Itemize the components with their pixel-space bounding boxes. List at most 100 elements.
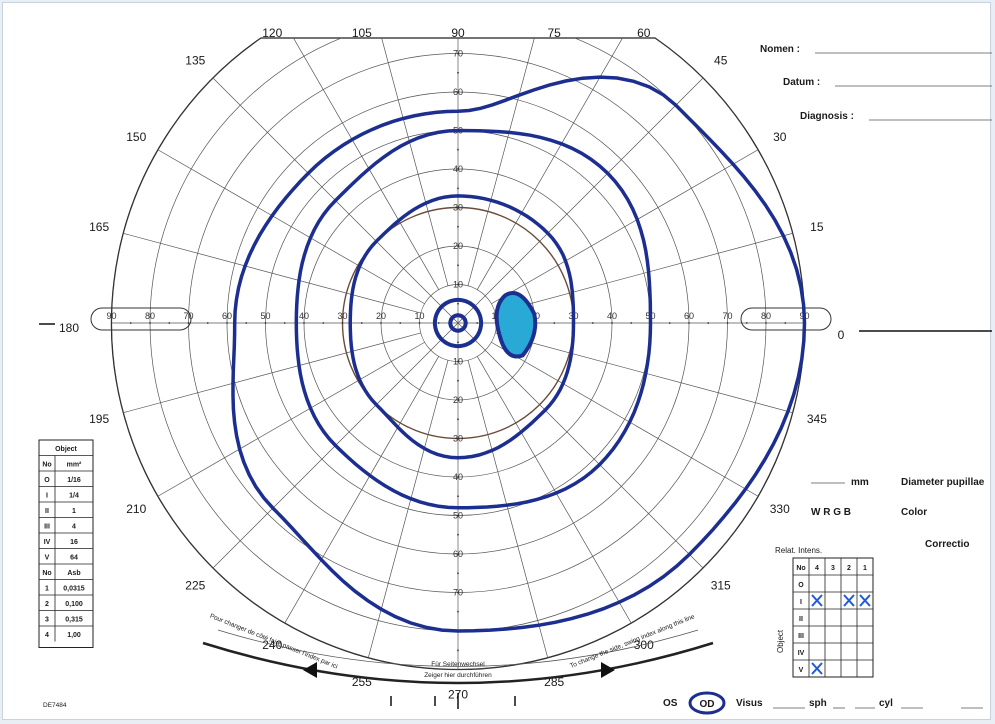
meridian-line [141,139,425,305]
nomen-label: Nomen : [760,44,800,55]
mm-label: mm [851,477,869,488]
datum-label: Datum : [783,77,820,88]
meridian-label-15: 15 [810,220,824,234]
scale-dot [457,379,459,382]
eccentricity-label-180-50: 50 [260,311,270,321]
eccentricity-label-180-70: 70 [183,311,193,321]
asb-header-value: Asb [67,570,80,577]
scale-dot [457,495,459,498]
scale-dot [457,264,459,267]
relat-col-No: No [796,565,805,572]
scale-dot [707,322,710,324]
relat-col-3: 3 [831,565,835,572]
scale-dot [457,514,459,517]
eccentricity-label-180-60: 60 [222,311,232,321]
os-label: OS [663,698,678,709]
eccentricity-label-180-30: 30 [337,311,347,321]
od-circle[interactable] [688,691,726,715]
asb-row-1-key: 2 [45,601,49,608]
relat-check-mark[interactable] [843,594,855,607]
visus-label: Visus [736,698,763,709]
eccentricity-label-270-50: 50 [453,511,463,521]
meridian-line [111,332,421,419]
relat-check-mark[interactable] [859,594,871,607]
relat-row-IV: IV [798,650,805,657]
scale-dot [457,168,459,170]
meridian-label-315: 315 [711,579,731,593]
relat-check-mark[interactable] [811,594,823,607]
eccentricity-label-90-40: 40 [453,164,463,174]
meridian-label-90: 90 [451,26,465,40]
meridian-label-195: 195 [89,412,109,426]
meridian-label-165: 165 [89,220,109,234]
asb-row-2-key: 3 [45,617,49,624]
scale-dot [129,322,132,324]
scale-dot [457,206,459,209]
bottom-center-note-1: Für Seitenwechsel [431,661,485,668]
asb-row-0-key: 1 [45,586,49,593]
scale-dot [611,322,613,324]
eccentricity-label-270-20: 20 [453,395,463,405]
meridian-label-30: 30 [773,130,787,144]
scale-dot [553,322,556,324]
color-label: Color [901,507,927,518]
isopters [231,75,807,633]
scale-dot [457,341,459,344]
scale-dot [322,322,325,324]
object-row-5-value: 64 [70,555,78,562]
isopter-3 [348,194,576,460]
object-row-0-value: 1/16 [67,477,81,484]
meridian-line [274,356,440,640]
bottom-center-note-2: Zeiger hier durchführen [424,672,492,679]
scale-dot [457,283,459,286]
scale-dot [149,322,151,324]
bottom-arc-band [202,641,714,685]
meridian-label-0: 0 [838,328,845,342]
object-header-key: No [42,462,51,469]
meridian-label-75: 75 [547,26,561,40]
eccentricity-label-180-40: 40 [299,311,309,321]
correctio-label: Correctio [925,539,969,550]
eccentricity-label-270-10: 10 [453,357,463,367]
scale-dot [264,322,267,324]
diagnosis-label: Diagnosis : [800,111,854,122]
object-row-1-value: 1/4 [69,493,79,500]
meridian-label-45: 45 [714,53,728,67]
asb-header-key: No [42,570,51,577]
meridian-line [457,322,717,582]
scale-dot [457,476,459,478]
scale-dot [418,322,421,324]
meridian-line [495,332,805,419]
meridian-labels: 0153045607590105120135150165180195210225… [59,26,845,702]
meridian-line [476,38,642,290]
scale-dot [457,71,459,74]
asb-row-3-key: 4 [45,632,49,639]
meridian-line [491,139,775,305]
meridian-label-120: 120 [262,26,282,40]
scale-dot [457,591,459,594]
form-code: DE7484 [43,702,67,709]
scale-dot [457,399,459,401]
object-row-3-value: 4 [72,524,76,531]
goldmann-perimetry-chart: 0153045607590105120135150165180195210225… [38,26,992,715]
meridian-label-180: 180 [59,321,79,335]
scale-dot [380,322,382,324]
meridian-line [362,360,449,670]
scale-dot [168,322,171,324]
meridian-label-330: 330 [770,502,790,516]
object-row-4-value: 16 [70,539,78,546]
od-label: OD [700,699,715,710]
scale-dot [457,649,459,652]
eccentricity-label-90-60: 60 [453,87,463,97]
object-row-5-key: V [45,555,50,562]
eccentricity-label-270-30: 30 [453,434,463,444]
relat-check-mark[interactable] [811,662,823,675]
relat-col-2: 2 [847,565,851,572]
scale-dot [457,91,459,93]
asb-row-1-value: 0,100 [65,601,83,608]
scale-dot [457,52,459,55]
meridian-label-210: 210 [126,502,146,516]
scale-dot [784,322,787,324]
scale-dot [630,322,633,324]
